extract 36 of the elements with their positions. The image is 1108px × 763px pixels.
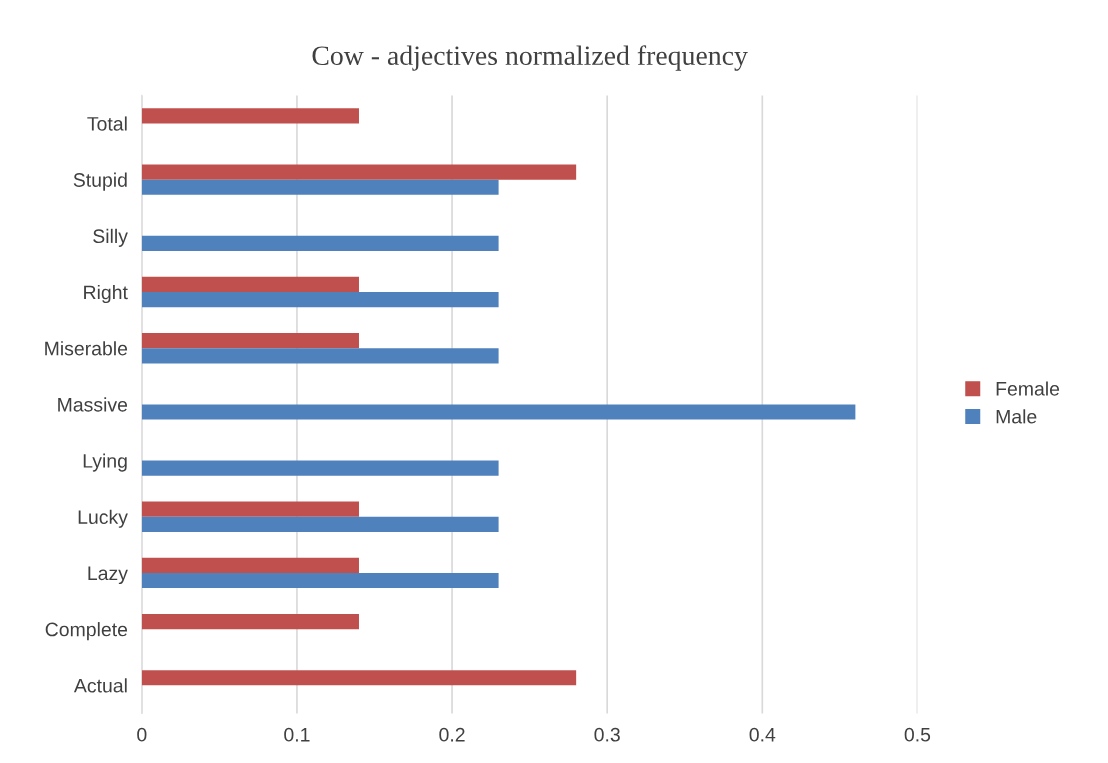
bar	[141, 348, 499, 364]
x-tick-label: 0.3	[594, 727, 620, 742]
y-tick-label: Miserable	[45, 341, 128, 356]
legend-label: Female	[996, 381, 1060, 396]
bar	[141, 108, 359, 124]
y-tick-label: Silly	[93, 228, 128, 247]
x-tick-label: 0.2	[439, 727, 465, 742]
y-tick-label: Complete	[45, 622, 128, 641]
x-tick-label: 0.4	[749, 727, 776, 742]
bar	[141, 670, 577, 686]
y-tick-label: Lucky	[78, 509, 128, 528]
bar	[141, 516, 499, 532]
bar	[141, 501, 359, 517]
y-tick-label: Actual	[73, 678, 127, 693]
x-tick-label: 0.5	[904, 727, 931, 742]
bar	[141, 404, 856, 420]
y-tick-label: Lying	[83, 453, 127, 472]
y-tick-label: Stupid	[73, 172, 127, 191]
bar	[141, 292, 499, 308]
y-tick-label: Right	[84, 284, 128, 304]
y-tick-label: Total	[87, 116, 127, 131]
chart-title: Cow - adjectives normalized frequency	[312, 45, 748, 71]
y-tick-label: Lazy	[88, 566, 128, 585]
legend-label: Male	[996, 409, 1037, 424]
bar	[141, 557, 359, 573]
bar	[141, 333, 359, 349]
bar	[141, 572, 499, 589]
x-tick-label: 0	[137, 727, 147, 742]
bar	[141, 460, 499, 476]
bar	[141, 179, 499, 195]
bar	[141, 164, 577, 180]
bar	[141, 613, 359, 630]
y-tick-label: Massive	[58, 397, 128, 412]
bar	[141, 276, 359, 293]
bar	[141, 235, 499, 252]
x-tick-label: 0.1	[284, 727, 310, 742]
